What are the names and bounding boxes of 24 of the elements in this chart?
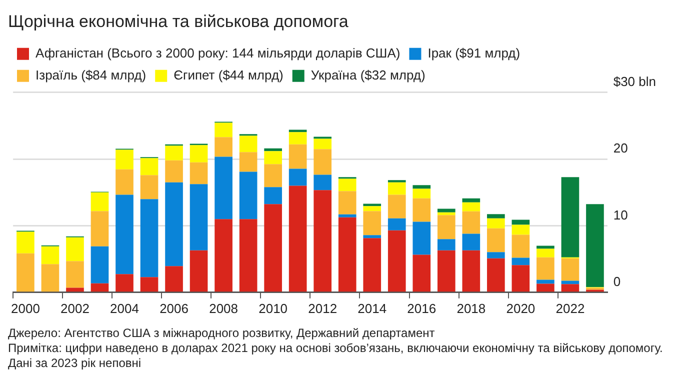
text: Джерело: Агентство США з міжнародного розвитку, Державний департамент [8, 326, 436, 341]
legend-label: Україна ($32 млрд) [310, 67, 426, 82]
y-tick-label: 20 [613, 140, 628, 156]
x-tick-label: 2012 [308, 300, 338, 316]
x-tick-label: 2000 [11, 300, 40, 316]
legend-label: Єгипет ($44 млрд) [174, 67, 284, 82]
x-tick-label: 2018 [456, 300, 486, 316]
x-tick-label: 2014 [358, 300, 387, 316]
x-tick-label: 2010 [258, 300, 288, 316]
x-tick-label: 2022 [556, 300, 585, 316]
x-tick-label: 2008 [209, 300, 238, 316]
chart-title: Щорічна економічна та військова допомога [8, 12, 349, 31]
y-tick-label: 10 [613, 207, 628, 222]
y-tick-label: 0 [613, 274, 621, 289]
x-tick-label: 2020 [506, 300, 536, 316]
legend-label: Ізраїль ($84 млрд) [36, 67, 146, 82]
legend-label: Ірак ($91 млрд) [428, 45, 520, 60]
x-tick-label: 2002 [60, 300, 90, 316]
x-tick-label: 2004 [110, 300, 139, 316]
x-tick-label: 2016 [407, 300, 436, 316]
y-tick-label: $30 bln [613, 74, 656, 89]
legend-label: Афганістан (Всього з 2000 року: 144 мільярди доларів США) [36, 45, 400, 60]
x-tick-label: 2006 [160, 300, 188, 316]
text: Примітка: цифри наведено в доларах 2021 року на основі зобов’язань, включаючи економічну та військову допомогу. Дані за 2023 рік неповні [8, 341, 664, 371]
